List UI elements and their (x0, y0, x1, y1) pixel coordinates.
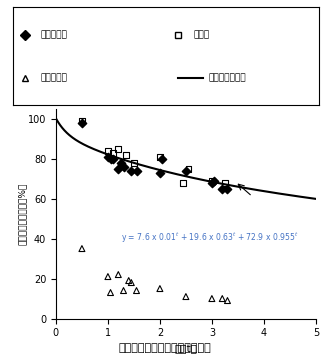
Point (181, 180, 186, 185)
Text: y = 7.6 x 0.01$^t$ + 19.6 x 0.63$^t$ + 72.9 x 0.955$^t$: y = 7.6 x 0.01$^t$ + 19.6 x 0.63$^t$ + 7… (121, 230, 298, 245)
Text: 標識堆肥区: 標識堆肥区 (41, 30, 67, 39)
X-axis label: 年（t）: 年（t） (174, 344, 197, 354)
Point (209, 178, 215, 184)
Point (116, 272, 121, 277)
Point (79, 118, 85, 123)
Point (220, 186, 225, 191)
Point (183, 168, 189, 173)
Point (157, 170, 163, 176)
Point (105, 274, 111, 279)
Point (160, 156, 165, 161)
Text: 図３　標識窒素の残存率の推移: 図３ 標識窒素の残存率の推移 (118, 343, 211, 353)
Text: 内田のモデル式: 内田のモデル式 (209, 73, 247, 82)
Point (123, 152, 129, 157)
Point (121, 288, 126, 294)
Point (183, 294, 189, 299)
Point (157, 154, 163, 160)
Point (116, 146, 121, 151)
Point (134, 288, 139, 294)
Text: 併用区: 併用区 (194, 30, 210, 39)
Point (129, 168, 134, 173)
Point (105, 154, 111, 160)
Point (126, 278, 131, 283)
Point (79, 246, 85, 252)
Point (121, 164, 126, 169)
Point (108, 156, 113, 161)
Point (209, 296, 215, 302)
Point (111, 156, 116, 161)
Point (131, 160, 137, 165)
Point (118, 160, 124, 165)
Text: 標識硫安区: 標識硫安区 (41, 73, 67, 82)
Point (111, 150, 116, 156)
Point (212, 178, 217, 184)
Point (134, 168, 139, 173)
Point (157, 286, 163, 291)
Y-axis label: 標識窒素の残存率（%）: 標識窒素の残存率（%） (17, 182, 26, 245)
Point (116, 166, 121, 172)
Point (225, 298, 230, 303)
Point (209, 180, 215, 185)
Point (222, 180, 228, 185)
Point (186, 166, 191, 172)
Point (220, 296, 225, 302)
Point (105, 148, 111, 153)
Point (129, 280, 134, 286)
Point (225, 186, 230, 191)
Point (108, 290, 113, 295)
Point (79, 120, 85, 126)
